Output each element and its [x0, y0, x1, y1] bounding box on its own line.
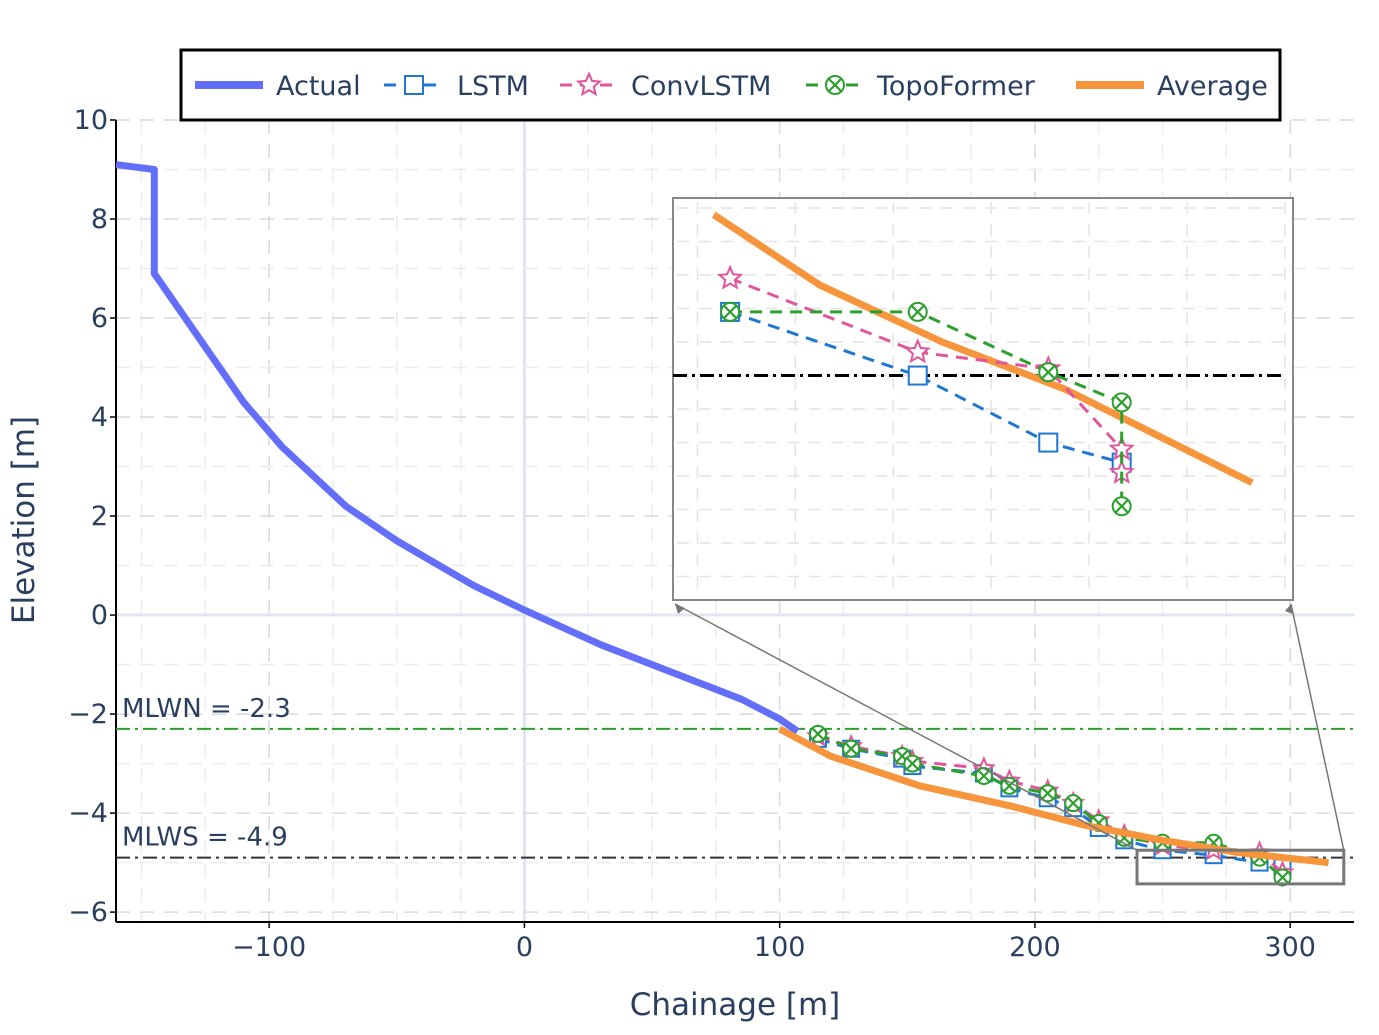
marker-topoformer-cross — [906, 757, 919, 770]
legend-marker-topoformer — [825, 75, 845, 95]
inset-panel — [672, 197, 1294, 601]
marker-topoformer-cross — [1067, 797, 1080, 810]
series-line-actual — [115, 161, 800, 735]
y-tick-label: 6 — [91, 303, 108, 334]
x-tick-label: 100 — [754, 932, 806, 963]
inset-connector-right — [1290, 603, 1345, 851]
legend-label-lstm: LSTM — [457, 71, 529, 102]
ref-label-mlwn: MLWN = -2.3 — [122, 694, 291, 724]
inset-marker-topoformer — [720, 301, 741, 322]
legend-item-lstm: LSTM — [384, 71, 529, 102]
x-tick-label: 300 — [1264, 932, 1316, 963]
marker-topoformer-cross — [845, 742, 858, 755]
y-tick-label: −2 — [68, 699, 108, 730]
legend-marker-convlstm — [575, 71, 603, 97]
y-tick-label: −6 — [68, 897, 108, 928]
marker-topoformer-cross — [1003, 779, 1016, 792]
legend-label-topoformer: TopoFormer — [876, 71, 1036, 102]
y-axis-title: Elevation [m] — [6, 416, 42, 624]
zoom-source-box — [1135, 848, 1346, 886]
legend-label-convlstm: ConvLSTM — [631, 71, 771, 102]
marker-topoformer-cross — [977, 769, 990, 782]
y-tick-label: 10 — [74, 105, 108, 136]
legend: Actual LSTM ConvLSTM TopoFormer Average — [179, 48, 1282, 122]
inset-marker-convlstm — [904, 338, 931, 364]
inset-series-line-lstm — [729, 310, 1123, 465]
y-tick-label: 0 — [91, 600, 108, 631]
y-tick-label: 2 — [91, 501, 108, 532]
inset-arrowhead-left — [675, 604, 685, 614]
inset-connectors — [674, 603, 1345, 851]
inset-connector-left — [674, 603, 1138, 851]
marker-topoformer — [842, 739, 861, 758]
inset-marker-topoformer-cross — [1041, 365, 1055, 379]
inset-marker-convlstm — [716, 264, 744, 290]
marker-topoformer-cross — [811, 727, 824, 740]
legend-item-topoformer: TopoFormer — [806, 71, 1036, 102]
marker-topoformer — [903, 754, 922, 773]
reference-lines: MLWN = -2.3 MLWS = -4.9 — [116, 694, 1354, 859]
inset-marker-topoformer-cross — [1115, 395, 1129, 409]
series-layer — [115, 161, 1346, 887]
inset-marker-topoformer-cross — [723, 305, 737, 319]
inset-arrowhead-right — [1285, 604, 1293, 614]
legend-marker-lstm — [404, 75, 424, 95]
y-tick-label: 8 — [91, 204, 108, 235]
legend-item-convlstm: ConvLSTM — [560, 71, 771, 102]
inset-frame — [672, 197, 1294, 601]
ticks-layer: −100 0 100 200 300 −6 −4 −2 0 2 4 6 8 10 — [68, 105, 1316, 963]
inset-series-line-average — [711, 211, 1254, 486]
x-tick-label: −100 — [232, 932, 306, 963]
legend-item-actual: Actual — [195, 71, 361, 102]
inset-marker-topoformer — [1111, 392, 1132, 413]
marker-topoformer — [1064, 794, 1083, 813]
legend-label-average: Average — [1157, 71, 1268, 102]
y-tick-label: −4 — [68, 798, 108, 829]
marker-topoformer-cross — [1041, 787, 1054, 800]
legend-item-average: Average — [1076, 71, 1268, 102]
inset-marker-lstm — [1038, 432, 1059, 453]
legend-label-actual: Actual — [276, 71, 361, 102]
inset-marker-topoformer-cross — [1115, 499, 1129, 513]
inset-marker-topoformer — [907, 301, 928, 322]
marker-topoformer — [808, 724, 827, 743]
x-axis-title: Chainage [m] — [630, 987, 841, 1023]
marker-topoformer-cross — [1276, 871, 1289, 884]
x-tick-label: 0 — [516, 932, 533, 963]
inset-marker-lstm — [907, 365, 928, 386]
x-tick-label: 200 — [1009, 932, 1061, 963]
inset-marker-topoformer — [1038, 362, 1059, 383]
legend-marker-topoformer-cross — [828, 78, 842, 92]
axes-layer — [115, 120, 1354, 923]
ref-label-mlws: MLWS = -4.9 — [122, 823, 288, 853]
y-tick-label: 4 — [91, 402, 108, 433]
marker-topoformer — [1273, 868, 1292, 887]
marker-topoformer — [1038, 784, 1057, 803]
inset-marker-topoformer-cross — [911, 305, 925, 319]
marker-topoformer — [974, 766, 993, 785]
inset-marker-topoformer — [1111, 496, 1132, 517]
